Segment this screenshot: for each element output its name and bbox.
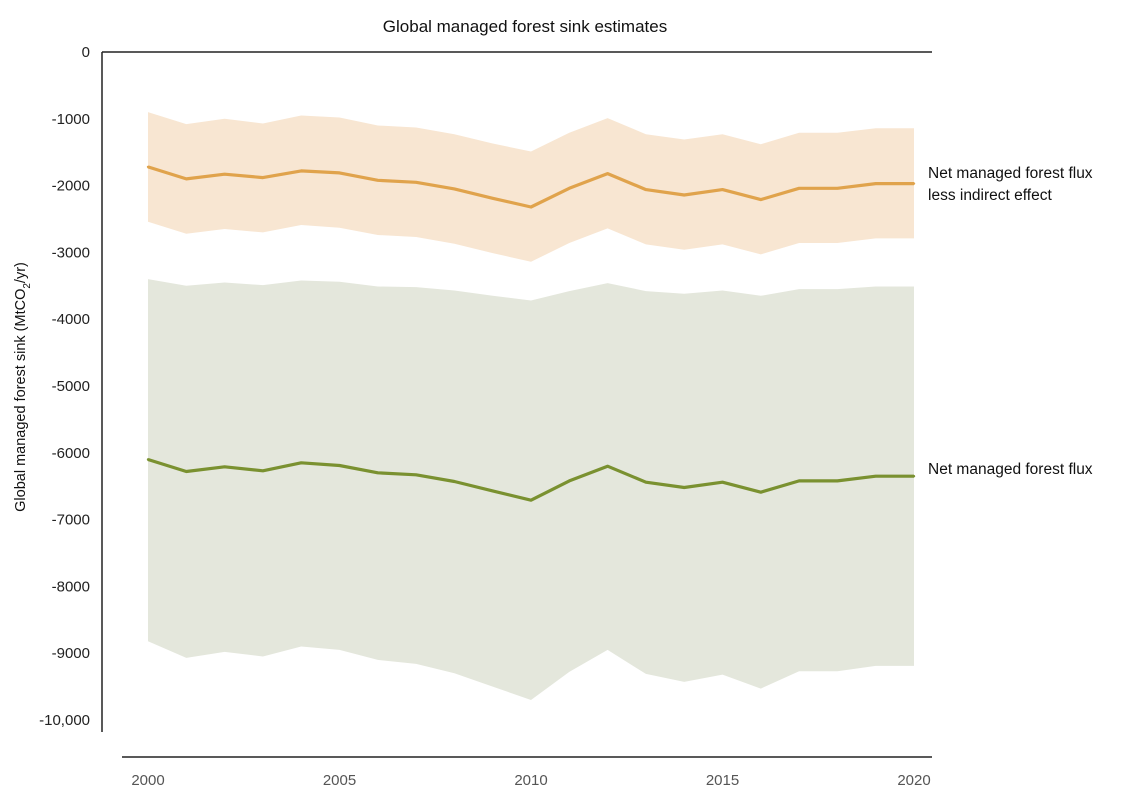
series-1-point-2001 [185,470,188,473]
series-lines [146,165,916,502]
series-1-point-2007 [414,473,418,476]
y-tick-label: 0 [82,44,90,61]
series-0-point-2009 [491,197,494,200]
series-0-point-2008 [453,187,456,191]
series-0-point-2016 [759,198,762,201]
series-0-point-2020 [912,182,916,185]
series-1-point-2002 [223,465,226,468]
y-tick-label: -8000 [52,578,90,595]
y-axis-label-main: Global managed forest sink (MtCO [13,289,29,512]
series-1-point-2000 [146,458,150,461]
series-label-net-flux: Net managed forest flux [928,461,1093,478]
series-1-point-2017 [797,479,801,483]
series-1-point-2018 [836,479,839,483]
series-1-point-2004 [300,461,303,464]
axes [101,51,932,758]
series-1-point-2009 [491,489,494,493]
series-0-point-2019 [874,182,877,185]
series-1-point-2010 [529,499,533,502]
x-tick-label: 2020 [897,772,930,787]
y-tick-label: -7000 [52,512,90,529]
series-1-point-2014 [683,486,686,489]
series-0-point-2013 [644,188,648,191]
x-tick-label: 2000 [131,772,164,787]
chart-title: Global managed forest sink estimates [383,17,667,36]
series-0-point-2003 [261,176,265,179]
series-label-indirect-line2: less indirect effect [928,187,1052,204]
series-0-point-2012 [606,172,609,175]
series-1-point-2013 [644,481,648,484]
series-band-0 [148,112,914,262]
y-tick-label: -4000 [52,311,90,328]
x-tick-label: 2010 [514,772,547,787]
series-0-point-2002 [223,173,226,176]
series-0-point-2000 [146,165,150,169]
y-tick-label: -1000 [52,111,90,128]
series-1-point-2008 [453,480,456,483]
series-label-indirect-line1: Net managed forest flux [928,165,1093,182]
series-1-point-2012 [606,465,609,468]
series-1-point-2016 [759,491,762,494]
y-tick-label: -2000 [52,178,90,195]
series-0-point-2014 [683,193,686,197]
y-tick-label: -5000 [52,378,90,395]
series-0-point-2018 [836,187,839,190]
y-axis-label: Global managed forest sink (MtCO2/yr) [13,262,33,512]
series-band-1 [148,279,914,700]
y-tick-label: -10,000 [39,712,90,729]
series-0-point-2017 [797,187,801,190]
series-1-point-2019 [874,475,877,478]
series-1-point-2003 [261,469,265,472]
y-axis-label-end: /yr) [13,262,29,283]
series-0-point-2006 [376,179,379,182]
x-tick-label: 2015 [706,772,739,787]
series-0-point-2004 [300,169,303,173]
series-0-point-2011 [568,187,571,190]
series-0-point-2001 [185,177,188,181]
series-1-point-2020 [912,475,916,478]
uncertainty-bands [148,112,914,700]
series-1-point-2015 [721,481,724,484]
series-0-point-2015 [721,188,724,191]
series-0-point-2005 [338,171,341,175]
series-1-point-2005 [338,464,341,467]
y-tick-label: -3000 [52,244,90,261]
series-1-point-2011 [568,479,571,483]
x-tick-label: 2005 [323,772,356,787]
y-axis-label-subscript: 2 [22,283,33,289]
series-0-point-2007 [414,181,418,184]
y-tick-labels: 0 -1000 -2000 -3000 -4000 -5000 -6000 -7000 -800… [39,44,90,729]
series-labels: Net managed forest flux less indirect ef… [928,165,1093,478]
series-1-point-2006 [376,471,379,474]
y-tick-label: -6000 [52,445,90,462]
series-0-point-2010 [529,205,533,209]
x-tick-labels: 2000 2005 2010 2015 2020 [131,772,930,787]
y-tick-label: -9000 [52,645,90,662]
